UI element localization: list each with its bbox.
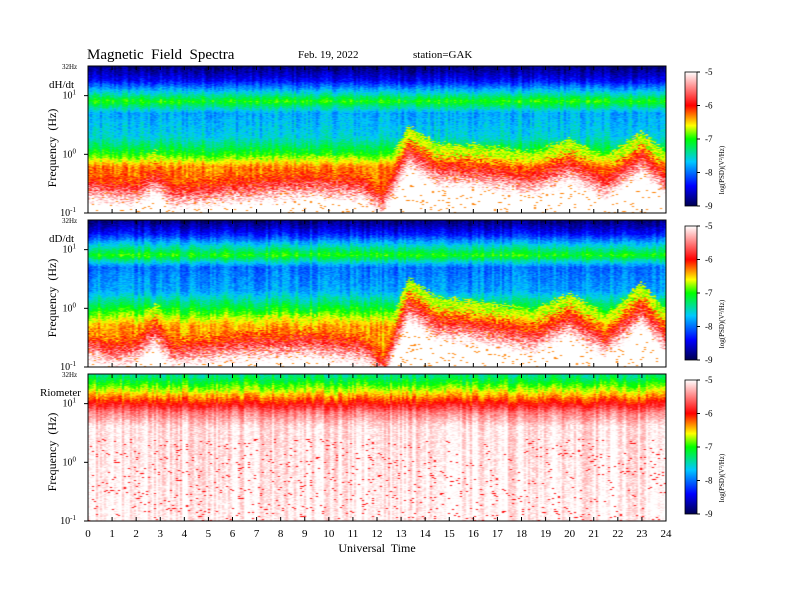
colorbar-ticks: -5 -6 -7 -8 -9 bbox=[697, 375, 713, 519]
figure-title: Magnetic Field Spectra bbox=[87, 47, 235, 63]
y-top-label: 32Hz bbox=[62, 63, 77, 71]
x-tick-label: 2 bbox=[133, 528, 139, 540]
x-ticks bbox=[87, 220, 667, 367]
x-tick-label: 7 bbox=[254, 528, 260, 540]
x-tick-label: 3 bbox=[158, 528, 164, 540]
x-tick-labels: 0 1 2 3 4 5 6 7 8 9 10 11 12 13 14 15 16 17 18 19 20 21 22 23 24 bbox=[85, 528, 672, 540]
y-tick-label: 101 bbox=[63, 397, 77, 410]
x-tick-label: 0 bbox=[85, 528, 91, 540]
colorbar-label: log(PSD)(V²/Hz) bbox=[718, 145, 726, 194]
colorbar-tick-label: -6 bbox=[705, 409, 713, 419]
station-label: station=GAK bbox=[413, 49, 472, 61]
spectrogram-dhdt bbox=[88, 66, 666, 213]
panel-label-riometer: Riometer bbox=[40, 387, 81, 399]
x-tick-label: 12 bbox=[372, 528, 383, 540]
colorbar-dhdt bbox=[684, 71, 698, 207]
x-tick-label: 6 bbox=[230, 528, 236, 540]
colorbar-ticks: -5 -6 -7 -8 -9 bbox=[697, 221, 713, 365]
y-tick-label: 100 bbox=[63, 147, 77, 160]
x-tick-label: 16 bbox=[468, 528, 480, 540]
x-tick-label: 14 bbox=[420, 528, 432, 540]
colorbar-tick-label: -6 bbox=[705, 255, 713, 265]
colorbar-tick-label: -8 bbox=[705, 476, 713, 486]
colorbar-dddt bbox=[684, 225, 698, 361]
x-tick-label: 10 bbox=[323, 528, 335, 540]
y-tick-label: 101 bbox=[63, 243, 77, 256]
y-tick-label: 100 bbox=[63, 455, 77, 468]
colorbar-tick-label: -7 bbox=[705, 134, 713, 144]
colorbar-riometer bbox=[684, 379, 698, 515]
colorbar-tick-label: -8 bbox=[705, 322, 713, 332]
colorbar-ticks: -5 -6 -7 -8 -9 bbox=[697, 67, 713, 211]
x-tick-label: 21 bbox=[588, 528, 599, 540]
colorbar-tick-label: -9 bbox=[705, 355, 713, 365]
x-tick-label: 18 bbox=[516, 528, 528, 540]
x-axis-label: Universal Time bbox=[338, 541, 415, 555]
colorbar-tick-label: -5 bbox=[705, 221, 713, 231]
x-tick-label: 1 bbox=[109, 528, 115, 540]
spectrogram-dddt bbox=[88, 220, 666, 367]
colorbar-label: log(PSD)(V²/Hz) bbox=[718, 453, 726, 502]
y-tick-label: 100 bbox=[63, 301, 77, 314]
x-tick-label: 22 bbox=[612, 528, 623, 540]
x-tick-label: 20 bbox=[564, 528, 576, 540]
y-top-label: 32Hz bbox=[62, 217, 77, 225]
x-tick-label: 4 bbox=[182, 528, 188, 540]
spectrogram-riometer bbox=[88, 374, 666, 521]
x-tick-label: 11 bbox=[348, 528, 359, 540]
x-tick-label: 17 bbox=[492, 528, 504, 540]
x-tick-label: 8 bbox=[278, 528, 284, 540]
x-tick-label: 24 bbox=[661, 528, 673, 540]
colorbar-tick-label: -5 bbox=[705, 67, 713, 77]
y-axis-label: Frequency (Hz) bbox=[45, 413, 59, 492]
y-ticks: 101 100 10-1 bbox=[60, 397, 88, 527]
x-ticks bbox=[87, 374, 667, 521]
x-tick-label: 5 bbox=[206, 528, 212, 540]
colorbar-tick-label: -9 bbox=[705, 201, 713, 211]
colorbar-tick-label: -6 bbox=[705, 101, 713, 111]
colorbar-tick-label: -7 bbox=[705, 288, 713, 298]
x-tick-label: 23 bbox=[636, 528, 648, 540]
y-axis-label: Frequency (Hz) bbox=[45, 109, 59, 188]
colorbar-tick-label: -8 bbox=[705, 168, 713, 178]
panel-label-dddt: dD/dt bbox=[49, 233, 74, 245]
colorbar-label: log(PSD)(V²/Hz) bbox=[718, 299, 726, 348]
panel-label-dhdt: dH/dt bbox=[49, 79, 74, 91]
colorbar-tick-label: -9 bbox=[705, 509, 713, 519]
x-tick-label: 15 bbox=[444, 528, 456, 540]
x-tick-label: 13 bbox=[396, 528, 408, 540]
y-top-label: 32Hz bbox=[62, 371, 77, 379]
colorbar-tick-label: -7 bbox=[705, 442, 713, 452]
y-axis-label: Frequency (Hz) bbox=[45, 259, 59, 338]
x-tick-label: 9 bbox=[302, 528, 308, 540]
x-tick-label: 19 bbox=[540, 528, 552, 540]
y-tick-label: 10-1 bbox=[60, 514, 76, 527]
x-ticks bbox=[87, 66, 667, 213]
colorbar-tick-label: -5 bbox=[705, 375, 713, 385]
date-label: Feb. 19, 2022 bbox=[298, 49, 359, 61]
y-tick-label: 101 bbox=[63, 89, 77, 102]
